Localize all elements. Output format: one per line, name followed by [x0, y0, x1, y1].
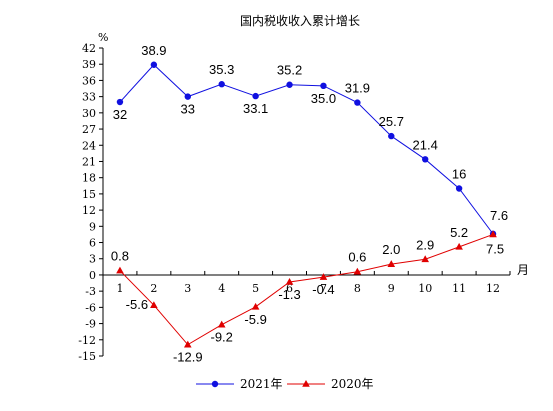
data-label: 2.9: [416, 237, 434, 252]
series-layer: 3238.93335.333.135.235.031.925.721.4167.…: [111, 43, 508, 365]
y-tick-label: 0: [89, 269, 96, 282]
x-tick-label: 1: [116, 282, 123, 295]
data-label: 2.0: [382, 242, 400, 257]
y-tick-label: 18: [82, 172, 96, 185]
legend-marker: [211, 380, 219, 388]
data-point: [150, 301, 158, 309]
y-tick-label: 9: [89, 220, 96, 233]
data-label: 21.4: [413, 137, 438, 152]
data-label: -12.9: [173, 350, 203, 365]
data-label: -0.4: [312, 282, 334, 297]
series-line: [119, 64, 494, 235]
y-tick-label: 33: [82, 91, 96, 104]
x-tick-label: 2: [150, 282, 157, 295]
y-tick-label: 24: [82, 139, 96, 152]
data-label: 35.3: [209, 62, 234, 77]
data-point: [422, 156, 429, 163]
data-label: -1.3: [278, 287, 300, 302]
x-unit-label: 月: [517, 263, 529, 277]
data-point: [252, 92, 259, 100]
y-tick-label: 30: [82, 107, 96, 120]
y-tick-label: 27: [82, 123, 96, 136]
y-tick-label: -15: [78, 350, 96, 363]
data-point: [455, 185, 463, 192]
data-point: [320, 82, 327, 90]
x-tick-label: 5: [252, 282, 259, 295]
legend-label: 2021年: [240, 377, 283, 391]
data-label: -9.2: [211, 330, 233, 345]
x-tick-label: 4: [218, 282, 225, 295]
data-label: 16: [452, 166, 466, 181]
data-point: [353, 267, 362, 275]
legend-item-1: 2020年: [287, 377, 374, 391]
data-point: [217, 320, 226, 328]
legend-marker: [302, 380, 310, 387]
data-label: 32: [113, 107, 127, 122]
data-label: 33.1: [243, 101, 268, 116]
data-label: 7.5: [486, 241, 504, 256]
data-point: [285, 277, 294, 285]
data-label: 25.7: [379, 114, 404, 129]
data-point: [319, 273, 328, 280]
data-label: 31.9: [345, 81, 370, 96]
y-tick-label: 21: [82, 155, 96, 168]
y-tick-label: 12: [82, 204, 96, 217]
chart-title: 国内税收收入累计增长: [240, 14, 360, 28]
x-tick-label: 3: [184, 282, 191, 295]
y-tick-label: 42: [82, 42, 96, 55]
data-point: [150, 61, 158, 68]
data-label: 35.2: [277, 63, 302, 78]
data-label: 7.6: [490, 208, 508, 223]
y-tick-label: 6: [89, 237, 96, 250]
series-line: [119, 233, 494, 346]
data-label: -5.9: [244, 312, 266, 327]
series-1: 0.8 -5.6 -12.9 -9.2 -5.9 -1.3 -0.4 0.6 2.0 2.9 5.2…: [111, 225, 504, 365]
data-label: 33: [181, 102, 195, 117]
data-point: [116, 98, 124, 106]
data-point: [184, 93, 191, 100]
data-point: [286, 81, 293, 88]
data-label: 35.0: [311, 91, 336, 106]
y-tick-label: 3: [89, 253, 96, 266]
y-tick-label: -6: [85, 301, 96, 314]
legend-label: 2020年: [331, 377, 374, 391]
y-unit-label: %: [98, 31, 108, 44]
data-label: 0.6: [348, 250, 366, 265]
data-label: 38.9: [141, 43, 166, 58]
x-tick-label: 11: [452, 282, 466, 295]
data-point: [354, 99, 361, 106]
data-point: [251, 302, 260, 310]
y-tick-label: 36: [82, 74, 96, 87]
y-tick-label: -12: [78, 334, 96, 347]
data-label: 5.2: [450, 225, 468, 240]
x-tick-label: 6: [286, 282, 293, 295]
series-0: 32 38.9 33 35.3 33.1 35.2 35.0 31.9 25.7 21.4 16 7.…: [113, 43, 508, 238]
x-tick-label: 10: [418, 282, 432, 295]
data-point: [388, 132, 395, 140]
data-point: [116, 266, 124, 274]
y-tick-label: 15: [82, 188, 96, 201]
y-tick-label: 39: [82, 58, 96, 71]
y-tick-label: -9: [85, 318, 96, 331]
x-tick-label: 12: [486, 282, 500, 295]
data-label: 0.8: [111, 249, 129, 264]
data-point: [455, 242, 463, 250]
data-point: [421, 255, 430, 263]
data-point: [489, 230, 497, 238]
data-point: [183, 340, 192, 348]
x-tick-label: 9: [388, 282, 395, 295]
legend: 2021年 2020年: [196, 377, 374, 391]
x-tick-label: 7: [320, 282, 327, 295]
x-tick-label: 8: [354, 282, 361, 295]
data-point: [387, 260, 396, 267]
data-label: -5.6: [126, 297, 148, 312]
y-tick-label: -3: [85, 285, 96, 298]
data-point: [218, 81, 225, 88]
legend-item-0: 2021年: [196, 377, 283, 391]
